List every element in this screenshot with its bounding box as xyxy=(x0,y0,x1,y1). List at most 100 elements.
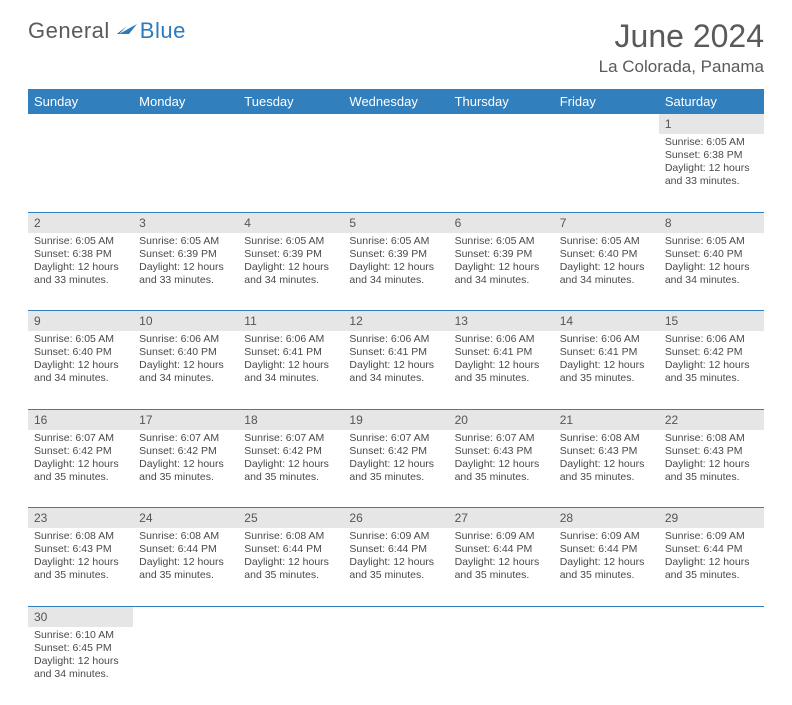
day-body: Sunrise: 6:09 AMSunset: 6:44 PMDaylight:… xyxy=(554,528,659,587)
day-number-cell: 12 xyxy=(343,311,448,332)
day-info-cell xyxy=(238,627,343,705)
daylight-line: Daylight: 12 hours and 35 minutes. xyxy=(560,359,653,385)
day-body: Sunrise: 6:07 AMSunset: 6:43 PMDaylight:… xyxy=(449,430,554,489)
sunset-line: Sunset: 6:41 PM xyxy=(560,346,653,359)
daylight-line: Daylight: 12 hours and 34 minutes. xyxy=(244,359,337,385)
day-number-cell xyxy=(659,606,764,627)
day-number-cell: 1 xyxy=(659,114,764,134)
sunset-line: Sunset: 6:38 PM xyxy=(665,149,758,162)
day-body: Sunrise: 6:05 AMSunset: 6:39 PMDaylight:… xyxy=(133,233,238,292)
info-row: Sunrise: 6:05 AMSunset: 6:38 PMDaylight:… xyxy=(28,134,764,212)
sunset-line: Sunset: 6:44 PM xyxy=(455,543,548,556)
sunset-line: Sunset: 6:43 PM xyxy=(665,445,758,458)
sunrise-line: Sunrise: 6:08 AM xyxy=(665,432,758,445)
daylight-line: Daylight: 12 hours and 35 minutes. xyxy=(139,556,232,582)
daylight-line: Daylight: 12 hours and 35 minutes. xyxy=(34,458,127,484)
sunrise-line: Sunrise: 6:09 AM xyxy=(665,530,758,543)
day-number-cell: 17 xyxy=(133,409,238,430)
day-info-cell: Sunrise: 6:05 AMSunset: 6:40 PMDaylight:… xyxy=(659,233,764,311)
daylight-line: Daylight: 12 hours and 35 minutes. xyxy=(665,556,758,582)
day-info-cell: Sunrise: 6:05 AMSunset: 6:40 PMDaylight:… xyxy=(554,233,659,311)
day-body: Sunrise: 6:07 AMSunset: 6:42 PMDaylight:… xyxy=(133,430,238,489)
sunset-line: Sunset: 6:44 PM xyxy=(244,543,337,556)
sunrise-line: Sunrise: 6:07 AM xyxy=(139,432,232,445)
day-info-cell: Sunrise: 6:05 AMSunset: 6:39 PMDaylight:… xyxy=(449,233,554,311)
day-info-cell: Sunrise: 6:09 AMSunset: 6:44 PMDaylight:… xyxy=(659,528,764,606)
sunset-line: Sunset: 6:45 PM xyxy=(34,642,127,655)
day-info-cell: Sunrise: 6:05 AMSunset: 6:38 PMDaylight:… xyxy=(659,134,764,212)
day-body: Sunrise: 6:05 AMSunset: 6:39 PMDaylight:… xyxy=(238,233,343,292)
sunrise-line: Sunrise: 6:06 AM xyxy=(665,333,758,346)
day-body: Sunrise: 6:06 AMSunset: 6:41 PMDaylight:… xyxy=(554,331,659,390)
sunrise-line: Sunrise: 6:08 AM xyxy=(560,432,653,445)
daylight-line: Daylight: 12 hours and 34 minutes. xyxy=(244,261,337,287)
sunrise-line: Sunrise: 6:06 AM xyxy=(139,333,232,346)
day-info-cell: Sunrise: 6:08 AMSunset: 6:43 PMDaylight:… xyxy=(28,528,133,606)
sunrise-line: Sunrise: 6:07 AM xyxy=(244,432,337,445)
day-info-cell: Sunrise: 6:07 AMSunset: 6:42 PMDaylight:… xyxy=(133,430,238,508)
info-row: Sunrise: 6:08 AMSunset: 6:43 PMDaylight:… xyxy=(28,528,764,606)
sunset-line: Sunset: 6:44 PM xyxy=(665,543,758,556)
daylight-line: Daylight: 12 hours and 34 minutes. xyxy=(139,359,232,385)
day-info-cell: Sunrise: 6:09 AMSunset: 6:44 PMDaylight:… xyxy=(449,528,554,606)
day-number-cell: 10 xyxy=(133,311,238,332)
day-number-cell: 21 xyxy=(554,409,659,430)
daylight-line: Daylight: 12 hours and 34 minutes. xyxy=(560,261,653,287)
sunset-line: Sunset: 6:43 PM xyxy=(34,543,127,556)
flag-icon xyxy=(115,20,137,43)
day-info-cell: Sunrise: 6:05 AMSunset: 6:39 PMDaylight:… xyxy=(343,233,448,311)
day-number-cell: 22 xyxy=(659,409,764,430)
day-number-cell: 29 xyxy=(659,508,764,529)
day-body: Sunrise: 6:05 AMSunset: 6:40 PMDaylight:… xyxy=(554,233,659,292)
day-body: Sunrise: 6:06 AMSunset: 6:42 PMDaylight:… xyxy=(659,331,764,390)
sunrise-line: Sunrise: 6:05 AM xyxy=(665,235,758,248)
day-info-cell: Sunrise: 6:07 AMSunset: 6:42 PMDaylight:… xyxy=(343,430,448,508)
day-body: Sunrise: 6:07 AMSunset: 6:42 PMDaylight:… xyxy=(238,430,343,489)
day-info-cell: Sunrise: 6:06 AMSunset: 6:41 PMDaylight:… xyxy=(449,331,554,409)
day-info-cell xyxy=(343,627,448,705)
info-row: Sunrise: 6:05 AMSunset: 6:38 PMDaylight:… xyxy=(28,233,764,311)
day-number-cell: 23 xyxy=(28,508,133,529)
day-body: Sunrise: 6:09 AMSunset: 6:44 PMDaylight:… xyxy=(343,528,448,587)
day-body: Sunrise: 6:09 AMSunset: 6:44 PMDaylight:… xyxy=(449,528,554,587)
sunrise-line: Sunrise: 6:10 AM xyxy=(34,629,127,642)
daynum-row: 23242526272829 xyxy=(28,508,764,529)
day-info-cell: Sunrise: 6:09 AMSunset: 6:44 PMDaylight:… xyxy=(343,528,448,606)
day-info-cell: Sunrise: 6:07 AMSunset: 6:43 PMDaylight:… xyxy=(449,430,554,508)
day-number-cell xyxy=(28,114,133,134)
daylight-line: Daylight: 12 hours and 35 minutes. xyxy=(560,556,653,582)
sunrise-line: Sunrise: 6:06 AM xyxy=(455,333,548,346)
daylight-line: Daylight: 12 hours and 35 minutes. xyxy=(455,458,548,484)
sunset-line: Sunset: 6:41 PM xyxy=(349,346,442,359)
sunset-line: Sunset: 6:41 PM xyxy=(244,346,337,359)
day-body: Sunrise: 6:08 AMSunset: 6:43 PMDaylight:… xyxy=(554,430,659,489)
weekday-header: Wednesday xyxy=(343,89,448,114)
day-body: Sunrise: 6:06 AMSunset: 6:41 PMDaylight:… xyxy=(238,331,343,390)
daylight-line: Daylight: 12 hours and 35 minutes. xyxy=(349,556,442,582)
header: General Blue June 2024 La Colorada, Pana… xyxy=(0,0,792,85)
day-number-cell xyxy=(554,606,659,627)
day-number-cell xyxy=(238,606,343,627)
day-info-cell: Sunrise: 6:06 AMSunset: 6:42 PMDaylight:… xyxy=(659,331,764,409)
daylight-line: Daylight: 12 hours and 34 minutes. xyxy=(349,261,442,287)
day-info-cell: Sunrise: 6:08 AMSunset: 6:43 PMDaylight:… xyxy=(659,430,764,508)
sunrise-line: Sunrise: 6:05 AM xyxy=(560,235,653,248)
day-number-cell xyxy=(343,606,448,627)
day-info-cell: Sunrise: 6:09 AMSunset: 6:44 PMDaylight:… xyxy=(554,528,659,606)
daylight-line: Daylight: 12 hours and 34 minutes. xyxy=(349,359,442,385)
day-number-cell: 6 xyxy=(449,212,554,233)
weekday-header: Sunday xyxy=(28,89,133,114)
sunset-line: Sunset: 6:44 PM xyxy=(560,543,653,556)
daylight-line: Daylight: 12 hours and 33 minutes. xyxy=(139,261,232,287)
day-body: Sunrise: 6:06 AMSunset: 6:41 PMDaylight:… xyxy=(449,331,554,390)
day-number-cell: 7 xyxy=(554,212,659,233)
sunrise-line: Sunrise: 6:05 AM xyxy=(455,235,548,248)
day-number-cell xyxy=(449,606,554,627)
day-number-cell xyxy=(449,114,554,134)
sunrise-line: Sunrise: 6:05 AM xyxy=(139,235,232,248)
day-number-cell: 30 xyxy=(28,606,133,627)
day-info-cell xyxy=(343,134,448,212)
day-info-cell: Sunrise: 6:06 AMSunset: 6:41 PMDaylight:… xyxy=(343,331,448,409)
daylight-line: Daylight: 12 hours and 34 minutes. xyxy=(34,655,127,681)
brand-part2: Blue xyxy=(140,18,186,44)
